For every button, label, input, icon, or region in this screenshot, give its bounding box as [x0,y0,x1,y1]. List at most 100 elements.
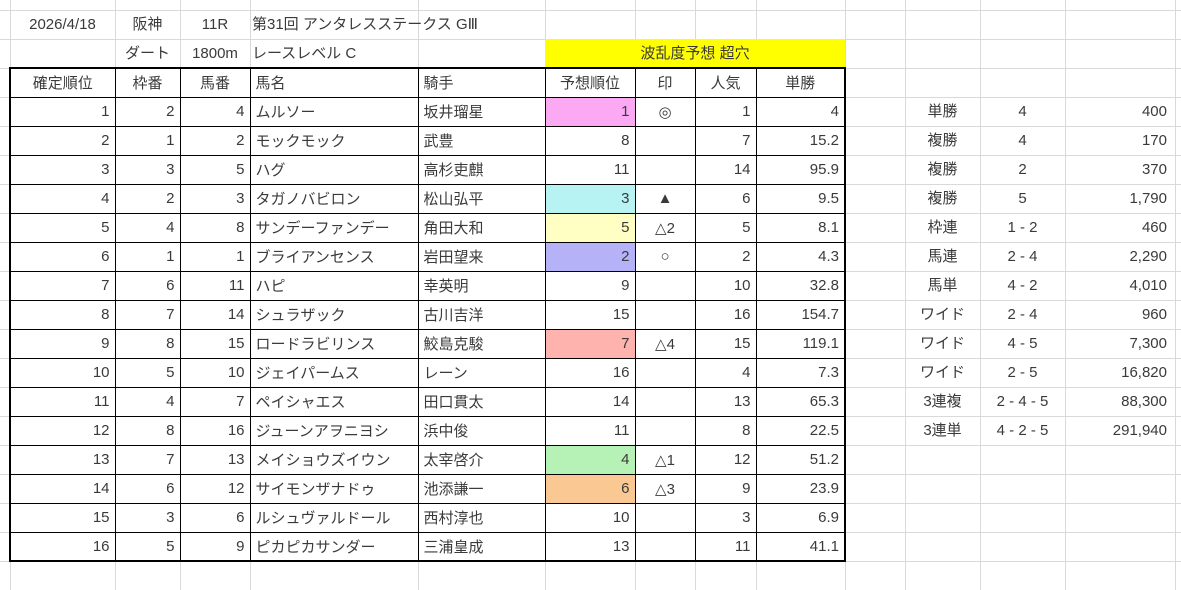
bet-type-cell[interactable]: 複勝 [927,132,958,149]
horse-number-cell[interactable]: 9 [179,531,251,562]
race-date-cell[interactable]: 2026/4/18 [29,16,96,33]
payout-amount-cell[interactable]: 7,300 [1129,335,1167,352]
combination-cell[interactable]: 4 - 5 [1007,335,1038,352]
jockey-cell[interactable]: レーン [417,357,546,388]
bet-type-cell[interactable]: ワイド [919,306,965,323]
win-odds-cell[interactable]: 51.2 [755,444,846,475]
prediction-mark-cell[interactable] [634,415,696,446]
frame-number-cell[interactable]: 1 [114,241,181,272]
predicted-rank-cell[interactable]: 1 [544,96,636,127]
win-odds-cell[interactable]: 65.3 [755,386,846,417]
combination-cell[interactable]: 2 [1018,161,1027,178]
payout-amount-cell[interactable]: 4,010 [1129,277,1167,294]
win-odds-cell[interactable]: 9.5 [755,183,846,214]
popularity-cell[interactable]: 5 [694,212,757,243]
popularity-cell[interactable]: 2 [694,241,757,272]
horse-number-cell[interactable]: 6 [179,502,251,533]
prediction-mark-cell[interactable]: △1 [634,444,696,475]
predicted-rank-cell[interactable]: 10 [544,502,636,533]
win-odds-cell[interactable]: 22.5 [755,415,846,446]
win-odds-cell[interactable]: 4.3 [755,241,846,272]
win-odds-cell[interactable]: 15.2 [755,125,846,156]
finish-position-cell[interactable]: 1 [9,96,116,127]
combination-cell[interactable]: 1 - 2 [1007,219,1038,236]
jockey-cell[interactable]: 鮫島克駿 [417,328,546,359]
jockey-cell[interactable]: 古川吉洋 [417,299,546,330]
column-header-predicted[interactable]: 予想順位 [544,67,636,98]
horse-name-cell[interactable]: タガノバビロン [249,183,419,214]
predicted-rank-cell[interactable]: 4 [544,444,636,475]
finish-position-cell[interactable]: 15 [9,502,116,533]
horse-name-cell[interactable]: サイモンザナドゥ [249,473,419,504]
frame-number-cell[interactable]: 2 [114,96,181,127]
column-header-mark[interactable]: 印 [634,67,696,98]
frame-number-cell[interactable]: 1 [114,125,181,156]
finish-position-cell[interactable]: 14 [9,473,116,504]
horse-number-cell[interactable]: 5 [179,154,251,185]
finish-position-cell[interactable]: 7 [9,270,116,301]
horse-name-cell[interactable]: ロードラビリンス [249,328,419,359]
payout-amount-cell[interactable]: 291,940 [1112,422,1167,439]
frame-number-cell[interactable]: 4 [114,212,181,243]
predicted-rank-cell[interactable]: 7 [544,328,636,359]
column-header-odds[interactable]: 単勝 [755,67,846,98]
prediction-mark-cell[interactable] [634,502,696,533]
horse-name-cell[interactable]: サンデーファンデー [249,212,419,243]
finish-position-cell[interactable]: 2 [9,125,116,156]
prediction-mark-cell[interactable] [634,357,696,388]
popularity-cell[interactable]: 1 [694,96,757,127]
predicted-rank-cell[interactable]: 3 [544,183,636,214]
payout-amount-cell[interactable]: 400 [1141,103,1167,120]
bet-type-cell[interactable]: ワイド [919,364,965,381]
prediction-mark-cell[interactable]: △3 [634,473,696,504]
horse-number-cell[interactable]: 3 [179,183,251,214]
column-header-finish[interactable]: 確定順位 [9,67,116,98]
predicted-rank-cell[interactable]: 8 [544,125,636,156]
predicted-rank-cell[interactable]: 2 [544,241,636,272]
combination-cell[interactable]: 2 - 4 [1007,248,1038,265]
frame-number-cell[interactable]: 3 [114,502,181,533]
horse-number-cell[interactable]: 1 [179,241,251,272]
prediction-mark-cell[interactable] [634,154,696,185]
prediction-mark-cell[interactable] [634,299,696,330]
predicted-rank-cell[interactable]: 5 [544,212,636,243]
frame-number-cell[interactable]: 2 [114,183,181,214]
jockey-cell[interactable]: 西村淳也 [417,502,546,533]
horse-number-cell[interactable]: 14 [179,299,251,330]
horse-name-cell[interactable]: ジェイパームス [249,357,419,388]
combination-cell[interactable]: 4 - 2 [1007,277,1038,294]
bet-type-cell[interactable]: 3連複 [923,393,962,410]
column-header-jockey[interactable]: 騎手 [417,67,546,98]
finish-position-cell[interactable]: 12 [9,415,116,446]
bet-type-cell[interactable]: 単勝 [927,103,958,120]
payout-amount-cell[interactable]: 1,790 [1129,190,1167,207]
finish-position-cell[interactable]: 11 [9,386,116,417]
payout-amount-cell[interactable]: 88,300 [1121,393,1167,410]
popularity-cell[interactable]: 4 [694,357,757,388]
bet-type-cell[interactable]: 複勝 [927,190,958,207]
popularity-cell[interactable]: 8 [694,415,757,446]
jockey-cell[interactable]: 幸英明 [417,270,546,301]
bet-type-cell[interactable]: 3連単 [923,422,962,439]
prediction-mark-cell[interactable]: ▲ [634,183,696,214]
popularity-cell[interactable]: 12 [694,444,757,475]
predicted-rank-cell[interactable]: 13 [544,531,636,562]
popularity-cell[interactable]: 7 [694,125,757,156]
horse-number-cell[interactable]: 11 [179,270,251,301]
finish-position-cell[interactable]: 3 [9,154,116,185]
jockey-cell[interactable]: 浜中俊 [417,415,546,446]
combination-cell[interactable]: 4 [1018,103,1027,120]
horse-number-cell[interactable]: 7 [179,386,251,417]
bet-type-cell[interactable]: ワイド [919,335,965,352]
popularity-cell[interactable]: 6 [694,183,757,214]
jockey-cell[interactable]: 松山弘平 [417,183,546,214]
jockey-cell[interactable]: 角田大和 [417,212,546,243]
jockey-cell[interactable]: 武豊 [417,125,546,156]
payout-amount-cell[interactable]: 960 [1141,306,1167,323]
payout-amount-cell[interactable]: 170 [1141,132,1167,149]
predicted-rank-cell[interactable]: 16 [544,357,636,388]
combination-cell[interactable]: 2 - 4 - 5 [996,393,1049,410]
payout-amount-cell[interactable]: 2,290 [1129,248,1167,265]
win-odds-cell[interactable]: 4 [755,96,846,127]
finish-position-cell[interactable]: 4 [9,183,116,214]
